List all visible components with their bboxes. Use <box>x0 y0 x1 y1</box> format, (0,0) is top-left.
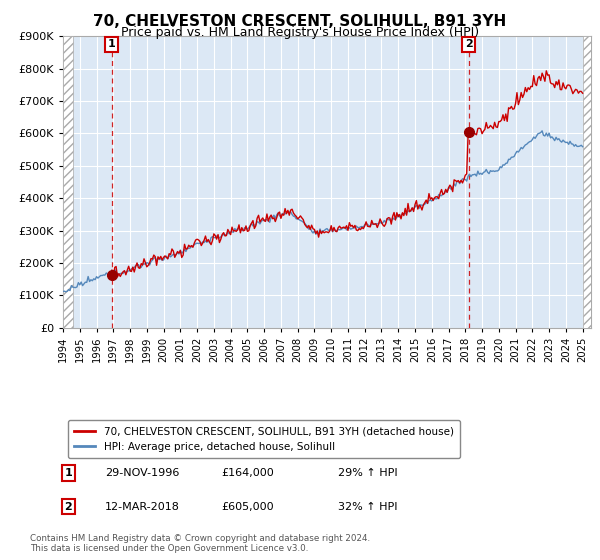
70, CHELVESTON CRESCENT, SOLIHULL, B91 3YH (detached house) <box>143 263 151 270</box>
Text: £164,000: £164,000 <box>221 468 274 478</box>
HPI: Average price, detached house, Solihull: (2e+03, 1.42e+05): Average price, detached house, Solihull:… <box>86 278 93 285</box>
Text: 1: 1 <box>64 468 72 478</box>
Text: 29-NOV-1996: 29-NOV-1996 <box>105 468 179 478</box>
Text: Price paid vs. HM Land Registry's House Price Index (HPI): Price paid vs. HM Land Registry's House … <box>121 26 479 39</box>
Text: 29% ↑ HPI: 29% ↑ HPI <box>338 468 397 478</box>
HPI: Average price, detached house, Solihull: (1.99e+03, 1.11e+05): Average price, detached house, Solihull:… <box>62 288 70 295</box>
HPI: Average price, detached house, Solihull: (1.99e+03, 1.12e+05): Average price, detached house, Solihull:… <box>59 288 67 295</box>
HPI: Average price, detached house, Solihull: (2e+03, 1.99e+05): Average price, detached house, Solihull:… <box>145 260 152 267</box>
Line: HPI: Average price, detached house, Solihull: HPI: Average price, detached house, Soli… <box>63 131 583 292</box>
HPI: Average price, detached house, Solihull: (2.02e+03, 5.6e+05): Average price, detached house, Solihull:… <box>575 143 582 150</box>
Text: Contains HM Land Registry data © Crown copyright and database right 2024.
This d: Contains HM Land Registry data © Crown c… <box>30 534 370 553</box>
HPI: Average price, detached house, Solihull: (2e+03, 2.63e+05): Average price, detached house, Solihull:… <box>200 239 208 246</box>
70, CHELVESTON CRESCENT, SOLIHULL, B91 3YH (detached house) <box>146 259 153 266</box>
Text: 32% ↑ HPI: 32% ↑ HPI <box>338 502 397 512</box>
HPI: Average price, detached house, Solihull: (2.02e+03, 5.99e+05): Average price, detached house, Solihull:… <box>535 130 542 137</box>
Line: 70, CHELVESTON CRESCENT, SOLIHULL, B91 3YH (detached house): 70, CHELVESTON CRESCENT, SOLIHULL, B91 3… <box>112 71 583 277</box>
70, CHELVESTON CRESCENT, SOLIHULL, B91 3YH (detached house) <box>533 82 540 89</box>
70, CHELVESTON CRESCENT, SOLIHULL, B91 3YH (detached house) <box>579 90 586 96</box>
Legend: 70, CHELVESTON CRESCENT, SOLIHULL, B91 3YH (detached house), HPI: Average price,: 70, CHELVESTON CRESCENT, SOLIHULL, B91 3… <box>68 420 460 458</box>
HPI: Average price, detached house, Solihull: (2.02e+03, 6.08e+05): Average price, detached house, Solihull:… <box>539 128 546 134</box>
Text: 2: 2 <box>465 40 473 49</box>
HPI: Average price, detached house, Solihull: (2e+03, 2.04e+05): Average price, detached house, Solihull:… <box>148 258 155 265</box>
70, CHELVESTON CRESCENT, SOLIHULL, B91 3YH (detached house) <box>572 86 579 93</box>
Text: 12-MAR-2018: 12-MAR-2018 <box>105 502 180 512</box>
Text: £605,000: £605,000 <box>221 502 274 512</box>
Text: 70, CHELVESTON CRESCENT, SOLIHULL, B91 3YH: 70, CHELVESTON CRESCENT, SOLIHULL, B91 3… <box>94 14 506 29</box>
70, CHELVESTON CRESCENT, SOLIHULL, B91 3YH (detached house) <box>199 240 206 246</box>
Text: 1: 1 <box>108 40 115 49</box>
HPI: Average price, detached house, Solihull: (2.02e+03, 5.59e+05): Average price, detached house, Solihull:… <box>579 143 586 150</box>
Text: 2: 2 <box>64 502 72 512</box>
